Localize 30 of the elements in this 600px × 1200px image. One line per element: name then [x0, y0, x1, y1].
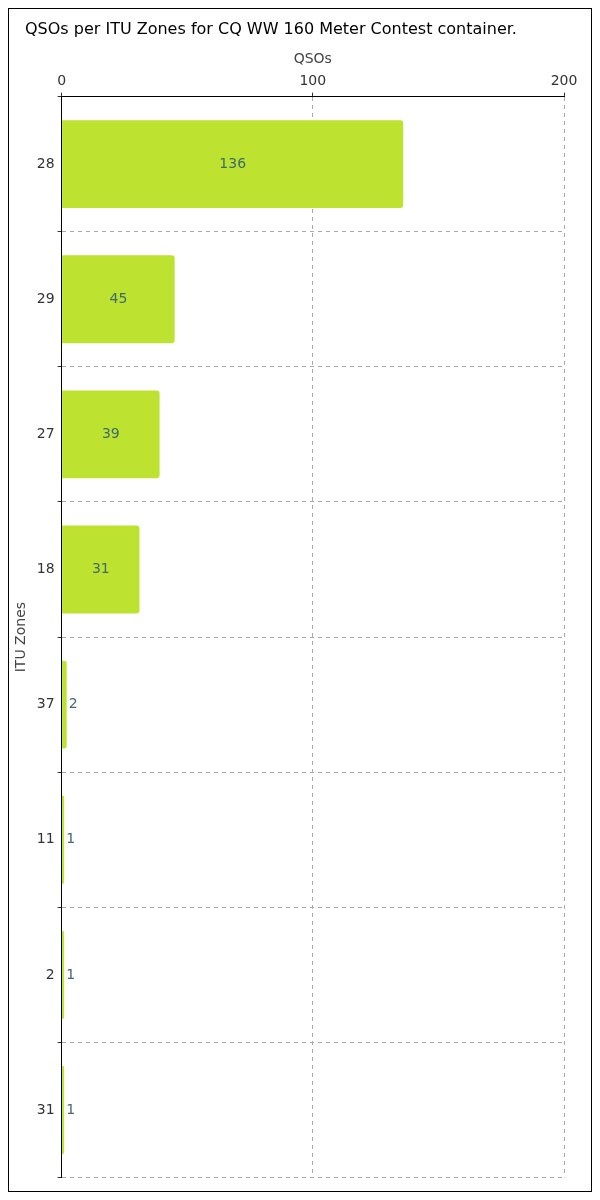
data-label: 31 [91, 560, 110, 577]
y-tick-label: 37 [36, 695, 55, 712]
x-tick-label: 0 [57, 71, 67, 88]
y-tick-label: 2 [45, 965, 55, 982]
bar [62, 795, 65, 884]
y-tick-label: 31 [36, 1100, 55, 1117]
y-tick-label: 11 [36, 830, 55, 847]
bar [62, 390, 160, 479]
y-axis-title: ITU Zones [12, 601, 29, 673]
x-tick-label: 200 [550, 71, 578, 88]
bar [62, 1066, 65, 1154]
bar [62, 931, 65, 1019]
y-tick-label: 29 [36, 289, 55, 306]
data-label: 39 [101, 425, 120, 442]
y-tick-label: 28 [36, 154, 55, 171]
data-label: 2 [68, 695, 78, 712]
bar [62, 120, 404, 209]
data-label: 1 [66, 830, 76, 847]
x-tick-label: 100 [299, 71, 327, 88]
y-tick-label: 27 [36, 425, 55, 442]
y-tick-label: 18 [36, 560, 55, 577]
data-label: 1 [66, 1100, 76, 1117]
data-label: 1 [66, 965, 76, 982]
bar [62, 255, 175, 344]
x-axis-title: QSOs [293, 50, 332, 67]
data-label: 136 [219, 154, 247, 171]
bar [62, 525, 140, 614]
chart-title: QSOs per ITU Zones for CQ WW 160 Meter Contest container. [24, 18, 518, 40]
bar [62, 660, 67, 749]
data-label: 45 [109, 289, 128, 306]
